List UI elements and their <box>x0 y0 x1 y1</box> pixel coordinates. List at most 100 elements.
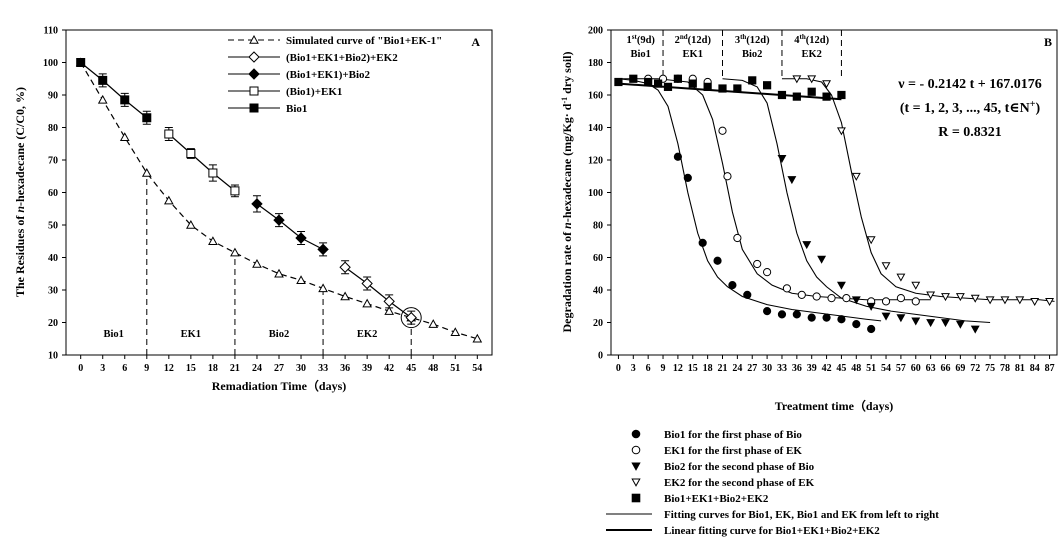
chart-a-legend-marker <box>249 86 259 96</box>
chart-b-point <box>827 294 836 303</box>
chart-a-x-tick-label: 48 <box>428 363 438 374</box>
chart-a-legend-marker <box>248 68 260 80</box>
chart-a-point <box>97 94 108 104</box>
chart-b-equation-line-1: ν = - 0.2142 t + 167.0176 <box>897 77 1042 92</box>
chart-a-x-tick-label: 39 <box>362 363 372 374</box>
chart-b-point <box>792 310 801 319</box>
chart-b-point <box>644 77 653 87</box>
chart-b-x-tick-label: 87 <box>1045 363 1055 374</box>
chart-a-y-tick-label: 110 <box>44 26 58 37</box>
chart-b-point <box>837 315 846 324</box>
chart-b-x-tick-label: 27 <box>747 363 757 374</box>
chart-b-point <box>881 297 891 306</box>
chart-b-point <box>837 90 846 100</box>
chart-b-x-tick-label: 81 <box>1015 363 1025 374</box>
chart-b-equation-line-2-main: (t = 1, 2, 3, ..., 45, t∈N <box>900 101 1030 116</box>
chart-b-fitting-curve <box>618 78 931 301</box>
chart-b-x-tick-label: 60 <box>911 363 921 374</box>
chart-a-x-tick-label: 24 <box>252 363 262 374</box>
chart-b-point <box>896 314 906 323</box>
chart-a-point <box>208 236 218 245</box>
chart-a-x-tick-label: 54 <box>472 363 482 374</box>
chart-b-y-axis-title-part-2: n <box>560 222 574 229</box>
chart-b-point <box>1045 297 1055 307</box>
chart-a-point <box>361 277 373 290</box>
chart-b-legend-marker <box>631 429 641 439</box>
chart-a-point <box>405 311 417 324</box>
chart-a-x-tick-label: 36 <box>340 363 350 374</box>
chart-b-y-axis-title-part-4: -1 <box>560 97 569 104</box>
chart-b-x-tick-label: 15 <box>688 363 698 374</box>
chart-b-point <box>673 152 683 161</box>
chart-a-point <box>340 291 350 301</box>
chart-b-y-tick-label: 60 <box>593 253 603 264</box>
chart-b-legend-label: Fitting curves for Bio1, EK, Bio1 and EK… <box>664 509 939 521</box>
chart-b-y-axis-title: Degradation rate of n-hexadecane (mg/Kg·… <box>560 51 575 332</box>
chart-b-equation-line-2: (t = 1, 2, 3, ..., 45, t∈N+) <box>900 99 1041 117</box>
chart-b-x-tick-label: 75 <box>985 363 995 374</box>
chart-b-point <box>797 290 806 299</box>
chart-a-x-tick-label: 27 <box>274 363 284 374</box>
chart-b-point <box>836 281 846 290</box>
chart-a-y-tick-label: 50 <box>48 221 58 232</box>
chart-b-point <box>851 172 861 181</box>
chart-b-point <box>817 255 827 264</box>
chart-b-phase-header: 1st(9d) <box>627 33 656 46</box>
chart-b-point <box>763 268 772 277</box>
chart-b-phase-name: EK2 <box>801 49 821 60</box>
chart-b-point <box>970 325 980 334</box>
chart-b-y-tick-label: 100 <box>588 188 603 199</box>
chart-a-point <box>339 261 351 273</box>
chart-b-equation-line-3: R = 0.8321 <box>938 125 1002 140</box>
chart-b-point <box>777 154 787 164</box>
chart-b-y-axis-title-part-5: dry soil) <box>560 51 574 96</box>
chart-b-point <box>970 294 980 303</box>
chart-a-y-tick-label: 70 <box>48 156 58 167</box>
chart-b-point <box>698 238 707 247</box>
chart-a-point <box>251 198 263 210</box>
chart-b-point <box>713 256 722 265</box>
chart-b-x-tick-label: 3 <box>631 363 636 374</box>
chart-b-phase-name: Bio2 <box>742 49 762 60</box>
chart-a-series-line <box>256 203 324 250</box>
chart-a-point <box>230 186 240 196</box>
chart-a-legend-marker <box>248 51 260 63</box>
chart-a-point <box>362 298 372 308</box>
chart-a-y-tick-label: 80 <box>48 123 58 134</box>
chart-a-point <box>383 295 395 308</box>
chart-a-point <box>141 167 152 177</box>
chart-a-highlight-ring <box>400 307 422 329</box>
chart-a-y-axis-title: The Residues of n-hexadecane (C/C0, %) <box>13 87 27 297</box>
chart-b-point <box>743 290 752 299</box>
chart-b-x-axis-title: Treatment time（days) <box>775 398 894 413</box>
chart-a-series-line <box>80 62 478 340</box>
chart-a-y-tick-label: 90 <box>48 91 58 102</box>
chart-b-phase-name: Bio1 <box>631 49 651 60</box>
chart-b-point <box>792 75 802 84</box>
chart-a-point <box>164 129 174 139</box>
chart-b-point <box>629 74 638 83</box>
chart-a-point <box>273 214 285 226</box>
chart-b-point <box>866 302 876 311</box>
chart-b-point <box>822 92 831 101</box>
chart-b-point <box>822 313 831 322</box>
chart-a-series-line <box>80 62 148 119</box>
chart-a-x-tick-label: 21 <box>230 363 240 374</box>
chart-a-phase-label: Bio1 <box>104 329 124 340</box>
chart-b-y-tick-label: 160 <box>588 91 603 102</box>
chart-b-fitting-curve <box>781 78 1055 302</box>
chart-a-point <box>230 247 240 257</box>
chart-b-point <box>777 90 787 100</box>
chart-b-point <box>955 320 965 329</box>
chart-a-point <box>98 75 108 85</box>
chart-a-legend-marker <box>249 34 259 44</box>
chart-b-x-tick-label: 48 <box>851 363 861 374</box>
chart-b-point <box>723 172 732 181</box>
chart-a-phase-label: EK2 <box>357 329 377 340</box>
chart-b-point <box>852 320 861 329</box>
chart-b-point <box>763 307 772 316</box>
chart-b-phase-name: EK1 <box>683 49 703 60</box>
chart-a-point <box>296 275 306 284</box>
chart-a-x-axis-title: Remadiation Time（days) <box>212 378 347 393</box>
chart-b-point <box>782 284 792 293</box>
